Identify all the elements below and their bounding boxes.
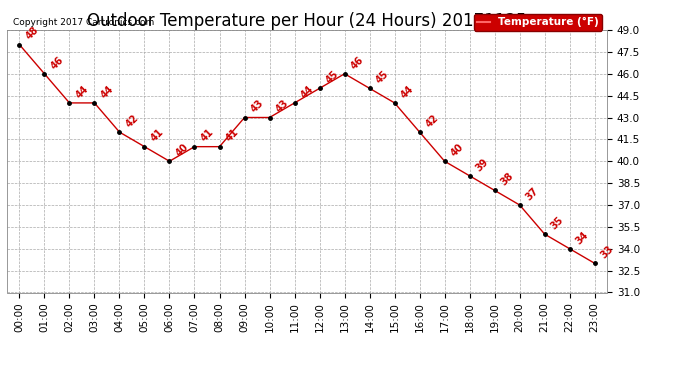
Text: 40: 40 bbox=[448, 142, 465, 159]
Text: 35: 35 bbox=[549, 215, 565, 231]
Text: 45: 45 bbox=[374, 69, 391, 86]
Text: 44: 44 bbox=[299, 84, 315, 100]
Text: 41: 41 bbox=[148, 127, 165, 144]
Text: 44: 44 bbox=[74, 84, 90, 100]
Text: 42: 42 bbox=[424, 113, 440, 129]
Text: 43: 43 bbox=[274, 98, 290, 115]
Text: Copyright 2017 Cartronics.com: Copyright 2017 Cartronics.com bbox=[13, 18, 154, 27]
Text: 41: 41 bbox=[199, 127, 215, 144]
Text: 41: 41 bbox=[224, 127, 240, 144]
Text: 39: 39 bbox=[474, 156, 491, 173]
Text: 44: 44 bbox=[399, 84, 415, 100]
Text: 43: 43 bbox=[248, 98, 265, 115]
Title: Outdoor Temperature per Hour (24 Hours) 20171125: Outdoor Temperature per Hour (24 Hours) … bbox=[88, 12, 526, 30]
Text: 46: 46 bbox=[348, 54, 365, 71]
Text: 46: 46 bbox=[48, 54, 65, 71]
Text: 34: 34 bbox=[574, 230, 591, 246]
Text: 40: 40 bbox=[174, 142, 190, 159]
Text: 48: 48 bbox=[23, 25, 40, 42]
Text: 33: 33 bbox=[599, 244, 615, 261]
Text: 37: 37 bbox=[524, 186, 540, 202]
Text: 42: 42 bbox=[124, 113, 140, 129]
Text: 45: 45 bbox=[324, 69, 340, 86]
Text: 44: 44 bbox=[99, 84, 115, 100]
Legend: Temperature (°F): Temperature (°F) bbox=[474, 14, 602, 30]
Text: 38: 38 bbox=[499, 171, 515, 188]
